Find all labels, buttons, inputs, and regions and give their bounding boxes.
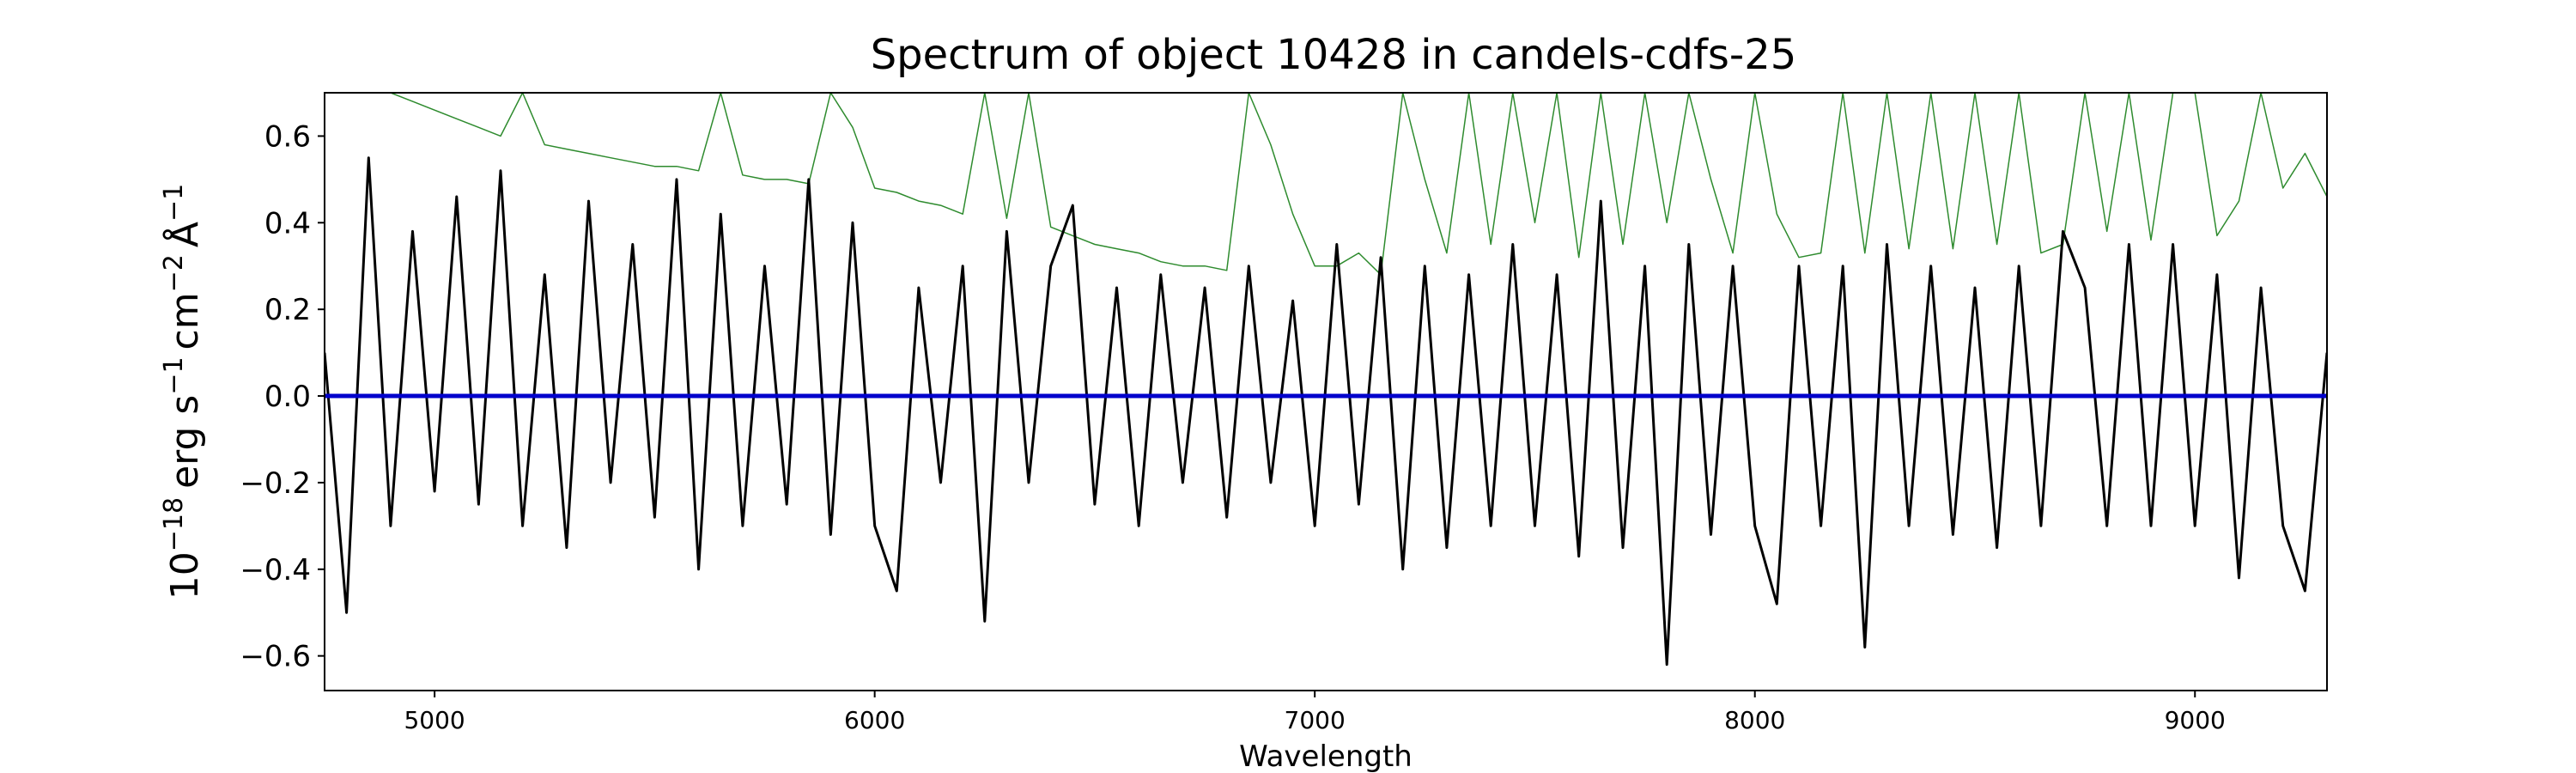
y-label-exp: −18 (159, 497, 189, 551)
y-label-exp2: −2 (159, 254, 189, 292)
x-tick-label: 6000 (844, 706, 905, 734)
y-tick-label: 0.0 (264, 380, 311, 414)
y-label-base: 10 (163, 551, 207, 600)
y-label-exp3: −1 (159, 184, 189, 222)
x-axis: 5000 6000 7000 8000 9000 (404, 691, 2226, 734)
x-tick-label: 9000 (2165, 706, 2226, 734)
y-label-unit2: cm (163, 292, 207, 350)
y-tick-label: −0.4 (240, 553, 311, 587)
series-error-line (325, 93, 2327, 276)
y-tick-label: −0.6 (240, 640, 311, 674)
plot-area (325, 93, 2327, 666)
x-axis-label: Wavelength (1239, 740, 1413, 773)
plot-frame (324, 92, 2328, 691)
y-tick-label: −0.2 (240, 466, 311, 501)
x-tick-label: 7000 (1285, 706, 1346, 734)
y-axis: −0.6 −0.4 −0.2 0.0 0.2 0.4 0.6 (240, 119, 325, 674)
series-flux-line (325, 156, 2327, 666)
y-label-unit1: erg s (163, 395, 207, 489)
y-tick-label: 0.2 (264, 293, 311, 327)
y-axis-label: 10−18erg s−1cm−2Å−1 (159, 184, 207, 600)
x-tick-label: 8000 (1724, 706, 1785, 734)
y-label-unit3: Å (161, 222, 207, 247)
y-tick-label: 0.4 (264, 206, 311, 240)
chart-title: Spectrum of object 10428 in candels-cdfs… (871, 31, 1797, 79)
y-tick-label: 0.6 (264, 119, 311, 154)
y-label-exp1: −1 (159, 356, 189, 394)
x-tick-label: 5000 (404, 706, 465, 734)
